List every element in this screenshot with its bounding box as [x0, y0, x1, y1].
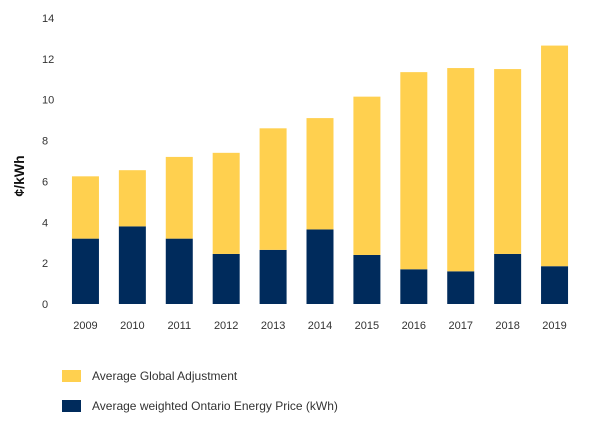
bar-global-adjustment-2011: [165, 156, 193, 239]
bar-energy-price-2009: [71, 238, 99, 304]
bar-global-adjustment-2019: [541, 45, 569, 267]
x-tick-label: 2017: [448, 320, 472, 332]
bar-energy-price-2018: [494, 253, 522, 304]
bar-global-adjustment-2017: [447, 68, 475, 272]
bar-global-adjustment-2012: [212, 152, 240, 254]
x-axis-ticks: 2009 2010 2011 2012 2013 2014 2015 2016 2017 2018…: [73, 320, 567, 332]
x-tick-label: 2014: [308, 320, 332, 332]
y-tick-label: 0: [42, 299, 48, 311]
bar-global-adjustment-2010: [118, 170, 146, 227]
bar-energy-price-2016: [400, 269, 428, 304]
x-tick-label: 2016: [402, 320, 426, 332]
bar-energy-price-2010: [118, 226, 146, 304]
x-tick-label: 2011: [167, 320, 191, 332]
y-tick-label: 14: [42, 13, 54, 25]
x-tick-label: 2018: [495, 320, 519, 332]
bar-global-adjustment-2016: [400, 72, 428, 270]
legend-item-energy-price: Average weighted Ontario Energy Price (k…: [62, 396, 338, 416]
x-tick-label: 2019: [542, 320, 566, 332]
y-tick-label: 12: [42, 54, 54, 66]
bar-global-adjustment-2014: [306, 118, 334, 230]
legend-label-energy-price: Average weighted Ontario Energy Price (k…: [92, 399, 338, 413]
y-axis-label: ¢/kWh: [11, 155, 27, 196]
bar-energy-price-2017: [447, 271, 475, 304]
bar-energy-price-2013: [259, 249, 287, 304]
legend-label-global-adjustment: Average Global Adjustment: [92, 369, 238, 383]
bar-global-adjustment-2013: [259, 128, 287, 250]
x-tick-label: 2012: [214, 320, 238, 332]
legend-item-global-adjustment: Average Global Adjustment: [62, 366, 338, 386]
bar-energy-price-2019: [541, 266, 569, 304]
bar-global-adjustment-2009: [71, 176, 99, 239]
bar-energy-price-2015: [353, 254, 381, 304]
x-tick-label: 2009: [73, 320, 97, 332]
y-tick-label: 2: [42, 258, 48, 270]
x-tick-label: 2015: [355, 320, 379, 332]
bar-energy-price-2011: [165, 238, 193, 304]
y-tick-label: 8: [42, 136, 48, 148]
x-tick-label: 2010: [120, 320, 144, 332]
legend: Average Global Adjustment Average weight…: [62, 366, 338, 426]
y-tick-label: 10: [42, 95, 54, 107]
bar-energy-price-2012: [212, 253, 240, 304]
bar-global-adjustment-2015: [353, 96, 381, 255]
y-tick-label: 4: [42, 217, 48, 229]
y-tick-label: 6: [42, 176, 48, 188]
bar-energy-price-2014: [306, 229, 334, 304]
bar-global-adjustment-2018: [494, 69, 522, 254]
legend-swatch-global-adjustment: [62, 370, 81, 382]
x-tick-label: 2013: [261, 320, 285, 332]
bars: [71, 45, 569, 304]
y-axis-ticks: 0 2 4 6 8 10 12 14: [42, 13, 54, 311]
legend-swatch-energy-price: [62, 400, 81, 412]
